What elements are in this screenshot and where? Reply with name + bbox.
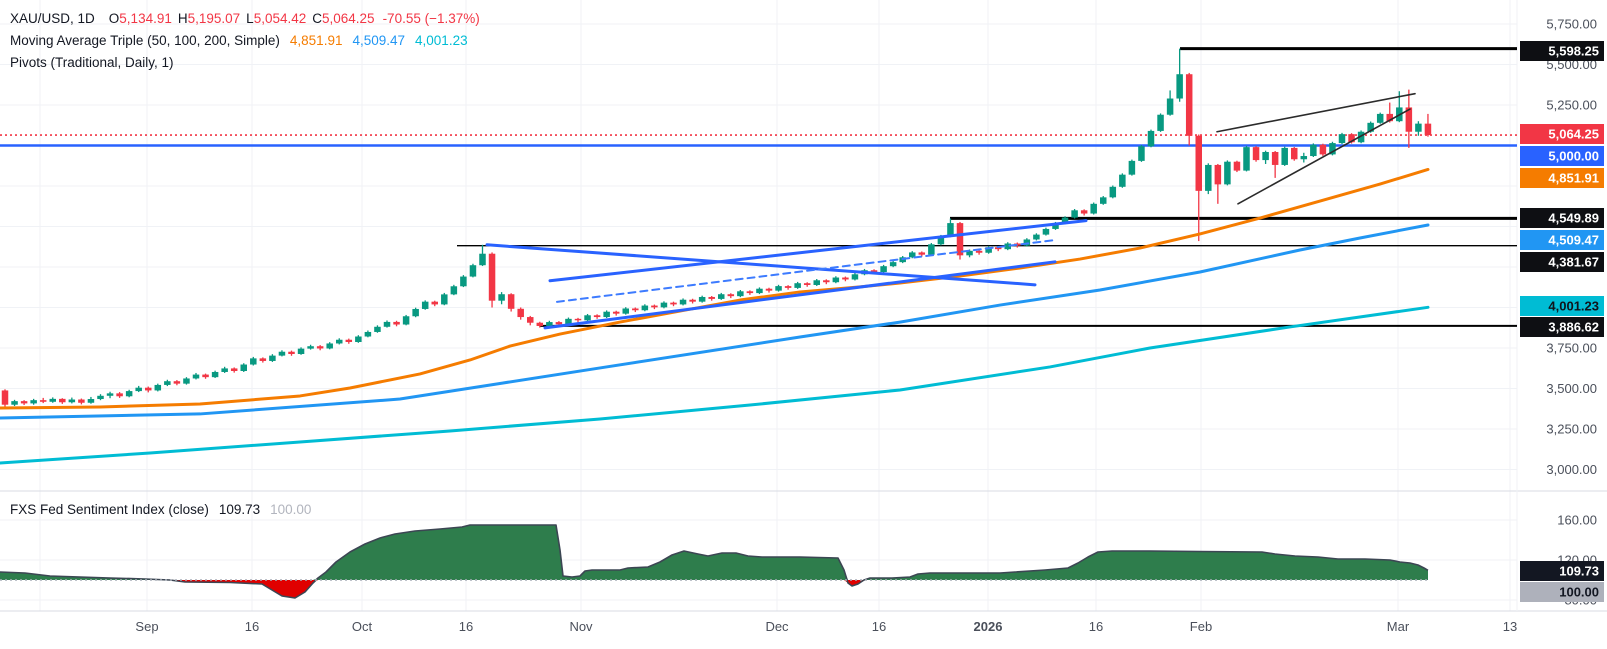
axis-price-badge-label: 109.73: [1559, 564, 1599, 579]
time-tick-label: 13: [1503, 619, 1517, 634]
ma-value: 4,001.23: [415, 33, 468, 48]
time-tick-label: 2026: [974, 619, 1003, 634]
time-tick-label: Nov: [569, 619, 593, 634]
ohlc-value: 5,134.91: [119, 11, 172, 26]
trendlines-layer[interactable]: [485, 92, 1416, 330]
price-tick-label: 5,750.00: [1546, 17, 1597, 32]
gridlines-layer: [0, 0, 1607, 612]
time-tick-label: Dec: [765, 619, 789, 634]
price-tick-label: 5,250.00: [1546, 98, 1597, 113]
sentiment-area-positive: [0, 525, 1428, 580]
sentiment-indicator-title: FXS Fed Sentiment Index (close): [10, 502, 209, 517]
trendline[interactable]: [556, 238, 1058, 303]
ohlc-value: 5,195.07: [187, 11, 241, 26]
axis-price-badge: [1520, 208, 1604, 228]
axis-price-badge: [1520, 296, 1604, 316]
time-tick-label: 16: [459, 619, 473, 634]
price-levels-layer[interactable]: [0, 47, 1517, 327]
sentiment-value: 109.73: [218, 502, 261, 517]
axis-price-badge: [1520, 317, 1604, 337]
axis-price-badge-label: 4,381.67: [1548, 255, 1599, 270]
trendline[interactable]: [485, 243, 1037, 287]
moving-averages-layer[interactable]: [0, 167, 1430, 465]
axis-price-badge-label: 4,001.23: [1548, 299, 1599, 314]
sentiment-line: [0, 524, 1429, 599]
time-tick-label: 16: [245, 619, 259, 634]
symbol-row[interactable]: XAU/USD, 1D O5,134.91 H5,195.07 L5,054.42 C5…: [10, 8, 480, 30]
axis-price-badge-label: 4,549.89: [1548, 211, 1599, 226]
sma50-line[interactable]: [0, 167, 1430, 410]
price-change: -70.55 (−1.37%): [382, 11, 480, 26]
time-axis[interactable]: [0, 611, 1607, 649]
main-legend: XAU/USD, 1D O5,134.91 H5,195.07 L5,054.42 C5…: [10, 8, 480, 74]
ohlc-key: C: [312, 11, 322, 26]
time-tick-label: Mar: [1387, 619, 1410, 634]
axis-price-badge: [1520, 561, 1604, 581]
sma200-line[interactable]: [0, 305, 1430, 465]
trendline[interactable]: [1216, 92, 1416, 133]
price-tick-label: 3,000.00: [1546, 462, 1597, 477]
ma-indicator-row[interactable]: Moving Average Triple (50, 100, 200, Sim…: [10, 30, 480, 52]
axis-price-badge: [1520, 146, 1604, 166]
ma-value: 4,509.47: [352, 33, 406, 48]
axis-price-badge: [1520, 124, 1604, 144]
ma-values: 4,851.91 4,509.47 4,001.23: [280, 33, 468, 48]
axis-price-badge-label: 5,000.00: [1548, 149, 1599, 164]
time-tick-label: Feb: [1190, 619, 1212, 634]
axis-price-badge: [1520, 252, 1604, 272]
axis-price-badge-label: 4,851.91: [1548, 171, 1599, 186]
axis-price-badge-label: 5,598.25: [1548, 44, 1599, 59]
ohlc-key: O: [108, 11, 120, 26]
sentiment-legend[interactable]: FXS Fed Sentiment Index (close) 109.73 100…: [10, 502, 311, 517]
axis-price-badge-label: 5,064.25: [1548, 127, 1599, 142]
time-tick-label: 16: [872, 619, 886, 634]
time-tick-label: Sep: [135, 619, 158, 634]
pivots-indicator-title: Pivots (Traditional, Daily, 1): [10, 55, 174, 70]
ma-value: 4,851.91: [289, 33, 343, 48]
symbol-title: XAU/USD, 1D: [10, 11, 95, 26]
sentiment-baseline-value: 100.00: [270, 502, 312, 517]
time-tick-label: 16: [1089, 619, 1103, 634]
ma-indicator-title: Moving Average Triple (50, 100, 200, Sim…: [10, 33, 280, 48]
sentiment-tick-label: 160.00: [1557, 513, 1597, 528]
ohlc-value: 5,054.42: [253, 11, 307, 26]
ohlc-values: O5,134.91 H5,195.07 L5,054.42 C5,064.25: [103, 11, 375, 26]
axis-price-badge: [1520, 168, 1604, 188]
pivots-indicator-row[interactable]: Pivots (Traditional, Daily, 1): [10, 52, 480, 74]
time-tick-label: Oct: [352, 619, 373, 634]
sentiment-area-layer: [0, 524, 1429, 599]
ohlc-value: 5,064.25: [322, 11, 375, 26]
sma100-line[interactable]: [0, 223, 1430, 420]
trendline[interactable]: [1237, 108, 1411, 205]
ohlc-key: L: [246, 11, 254, 26]
price-tick-label: 3,750.00: [1546, 341, 1597, 356]
axis-price-badge: [1520, 230, 1604, 250]
axis-price-badge: [1520, 41, 1604, 61]
sentiment-area-negative: [0, 580, 1428, 598]
axis-price-badge-label: 4,509.47: [1548, 233, 1599, 248]
trendline[interactable]: [548, 219, 1088, 283]
axis-price-badge-label: 3,886.62: [1548, 320, 1599, 335]
trendline[interactable]: [543, 260, 1057, 330]
price-tick-label: 3,500.00: [1546, 381, 1597, 396]
axis-price-badge-label: 100.00: [1559, 585, 1599, 600]
candles-layer[interactable]: [1, 48, 1432, 407]
price-tick-label: 3,250.00: [1546, 422, 1597, 437]
ohlc-key: H: [177, 11, 188, 26]
axis-price-badge: [1520, 582, 1604, 602]
